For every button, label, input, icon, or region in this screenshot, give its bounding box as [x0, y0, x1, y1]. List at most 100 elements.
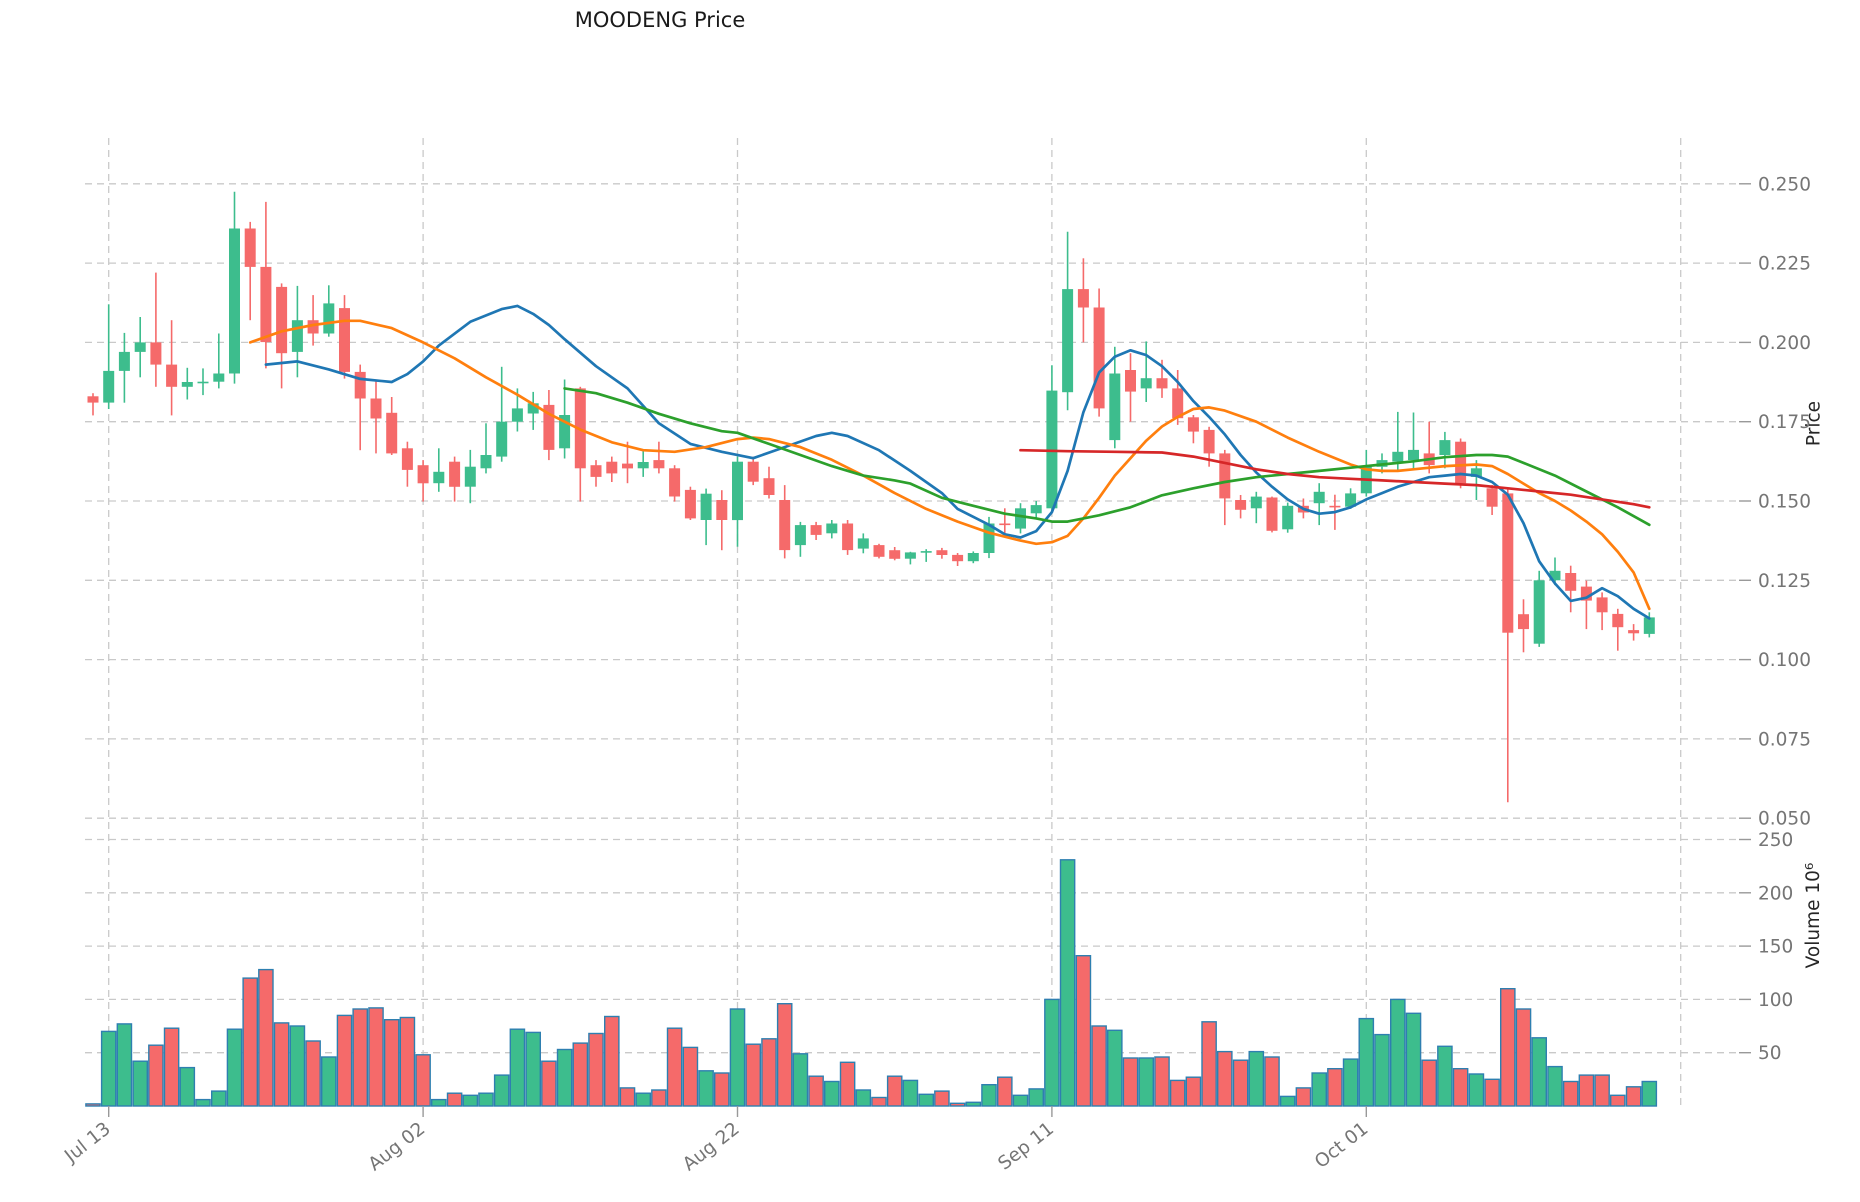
candle-body	[794, 525, 806, 546]
candle-body	[559, 415, 571, 449]
volume-bar	[1405, 1012, 1422, 1107]
volume-bar	[1216, 1050, 1233, 1107]
volume-bar	[1499, 988, 1516, 1107]
volume-tick-label: 150	[1758, 937, 1793, 958]
volume-bar	[1059, 859, 1076, 1107]
volume-bar	[1594, 1074, 1610, 1107]
price-tick-label: 0.050	[1758, 809, 1811, 830]
volume-bar	[651, 1089, 667, 1107]
volume-bar	[619, 1087, 636, 1107]
candle-body	[150, 342, 162, 365]
price-tick-label: 0.225	[1758, 254, 1811, 275]
volume-bar	[808, 1075, 824, 1107]
x-tick-label: Aug 22	[679, 1118, 744, 1175]
candle-body	[810, 525, 822, 535]
volume-bar	[383, 1019, 400, 1107]
ma-short-blue	[264, 304, 1651, 620]
volume-bar	[509, 1028, 526, 1107]
volume-bar	[210, 1090, 227, 1107]
candle-body	[1187, 417, 1199, 432]
candle-body	[889, 550, 901, 559]
candle-body	[1392, 451, 1404, 462]
candle-body	[1580, 586, 1592, 601]
candle-body	[842, 523, 854, 551]
candle-body	[197, 381, 209, 384]
volume-bar	[1138, 1057, 1154, 1107]
candle-body	[543, 404, 555, 450]
candle-body	[166, 364, 178, 387]
volume-bar	[604, 1015, 620, 1107]
candle-body	[700, 493, 712, 520]
volume-bar	[1547, 1065, 1563, 1107]
candle-body	[1596, 597, 1608, 613]
volume-bar	[1091, 1025, 1107, 1107]
candle-body	[307, 320, 319, 334]
volume-bar	[1358, 1017, 1375, 1107]
candle-body	[1533, 580, 1545, 644]
price-tick-label: 0.100	[1758, 650, 1811, 671]
candle-body	[276, 286, 288, 354]
volume-bar	[824, 1080, 840, 1107]
volume-bar	[462, 1094, 479, 1107]
volume-bar	[85, 1103, 101, 1107]
chart-title: MOODENG Price	[574, 8, 746, 32]
date-axis: Jul 13 Aug 02 Aug 22 Sep 11 Oct 01	[60, 1106, 1372, 1175]
candle-body	[952, 554, 964, 562]
candle-body	[1329, 505, 1341, 508]
candle-body	[904, 552, 916, 559]
candle-body	[1565, 573, 1577, 591]
candle-body	[260, 266, 272, 343]
candle-body	[1030, 505, 1042, 514]
volume-bar	[179, 1066, 196, 1107]
candle-body	[354, 371, 366, 399]
candle-body	[1518, 614, 1529, 630]
volume-bar	[1169, 1079, 1186, 1107]
candle-body	[103, 370, 115, 403]
volume-bar	[431, 1098, 447, 1107]
volume-bar	[871, 1096, 887, 1107]
candle-body	[386, 412, 398, 454]
volume-bar	[541, 1060, 557, 1107]
volume-bar	[163, 1027, 180, 1107]
candle-body	[1439, 440, 1451, 455]
volume-bar	[1106, 1029, 1123, 1107]
volume-bar	[1154, 1056, 1170, 1107]
volume-bar	[242, 977, 259, 1107]
candle-body	[1549, 570, 1561, 581]
volume-bar	[588, 1032, 604, 1107]
candle-body	[433, 471, 445, 484]
volume-bar	[148, 1044, 164, 1107]
candle-body	[1062, 289, 1074, 393]
volume-bar	[1578, 1074, 1595, 1107]
candle-body	[1235, 500, 1247, 510]
candle-body	[1250, 496, 1262, 509]
volume-bar	[1279, 1095, 1296, 1107]
candle-body	[1156, 378, 1168, 389]
candle-body	[637, 462, 649, 469]
volume-bar	[525, 1031, 541, 1107]
volume-bar	[1311, 1072, 1327, 1107]
candle-body	[747, 461, 759, 482]
candle-body	[118, 351, 130, 371]
volume-bar	[446, 1092, 463, 1107]
volume-bar	[1484, 1078, 1500, 1107]
candle-body	[464, 466, 476, 487]
volume-bar	[415, 1054, 431, 1107]
volume-bar	[305, 1040, 321, 1107]
candle-body	[1486, 488, 1498, 507]
volume-bar	[981, 1083, 997, 1107]
volume-bar	[1201, 1021, 1217, 1107]
candle-body	[653, 460, 665, 469]
volume-bar	[714, 1072, 730, 1107]
volume-bar	[116, 1023, 133, 1107]
volume-bar	[1012, 1094, 1029, 1107]
candle-body	[999, 523, 1011, 526]
candle-body	[622, 463, 633, 469]
candle-body	[826, 523, 838, 534]
volume-bar	[698, 1070, 714, 1107]
candle-body	[527, 403, 539, 414]
candle-body	[1628, 630, 1640, 634]
candle-body	[1125, 370, 1136, 392]
volume-bar	[1609, 1094, 1626, 1107]
